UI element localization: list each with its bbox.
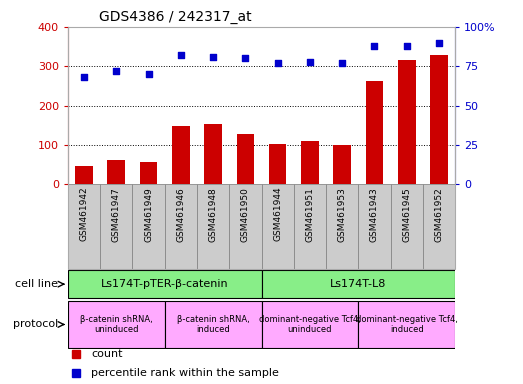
Text: protocol: protocol	[13, 319, 59, 329]
Bar	[68, 270, 262, 298]
Bar	[75, 166, 93, 184]
Bar	[68, 184, 100, 269]
Point	[403, 43, 411, 49]
Bar	[294, 184, 326, 269]
Text: Ls174T-pTER-β-catenin: Ls174T-pTER-β-catenin	[101, 279, 229, 289]
Text: GSM461952: GSM461952	[435, 187, 444, 242]
Bar	[197, 184, 229, 269]
Bar	[358, 301, 455, 348]
Point	[274, 60, 282, 66]
Text: percentile rank within the sample: percentile rank within the sample	[91, 368, 279, 378]
Bar	[108, 159, 125, 184]
Text: count: count	[91, 349, 123, 359]
Bar	[68, 301, 165, 348]
Bar	[398, 60, 415, 184]
Text: cell line: cell line	[15, 279, 59, 289]
Point	[370, 43, 379, 49]
Text: Ls174T-L8: Ls174T-L8	[330, 279, 386, 289]
Point	[305, 58, 314, 65]
Bar	[262, 270, 455, 298]
Bar	[391, 184, 423, 269]
Text: dominant-negative Tcf4,
uninduced: dominant-negative Tcf4, uninduced	[259, 315, 361, 334]
Bar	[366, 81, 383, 184]
Bar	[165, 301, 262, 348]
Bar	[165, 184, 197, 269]
Text: GSM461943: GSM461943	[370, 187, 379, 242]
Bar	[262, 301, 358, 348]
Point	[241, 55, 249, 61]
Point	[144, 71, 153, 77]
Point	[338, 60, 346, 66]
Text: GSM461948: GSM461948	[209, 187, 218, 242]
Text: GSM461951: GSM461951	[305, 187, 314, 242]
Bar	[229, 184, 262, 269]
Bar	[140, 162, 157, 184]
Bar	[236, 134, 254, 184]
Bar	[262, 184, 294, 269]
Text: GSM461949: GSM461949	[144, 187, 153, 242]
Bar	[269, 144, 287, 184]
Bar	[358, 184, 391, 269]
Text: GSM461950: GSM461950	[241, 187, 250, 242]
Text: dominant-negative Tcf4,
induced: dominant-negative Tcf4, induced	[356, 315, 458, 334]
Bar	[423, 184, 455, 269]
Point	[112, 68, 120, 74]
Text: β-catenin shRNA,
uninduced: β-catenin shRNA, uninduced	[80, 315, 153, 334]
Text: GDS4386 / 242317_at: GDS4386 / 242317_at	[99, 10, 252, 25]
Text: GSM461944: GSM461944	[273, 187, 282, 242]
Text: GSM461953: GSM461953	[338, 187, 347, 242]
Text: GSM461946: GSM461946	[176, 187, 185, 242]
Bar	[204, 124, 222, 184]
Text: GSM461947: GSM461947	[112, 187, 121, 242]
Bar	[326, 184, 358, 269]
Bar	[132, 184, 165, 269]
Bar	[301, 141, 319, 184]
Text: GSM461942: GSM461942	[79, 187, 88, 242]
Bar	[333, 145, 351, 184]
Text: GSM461945: GSM461945	[402, 187, 411, 242]
Bar	[172, 126, 190, 184]
Bar	[100, 184, 132, 269]
Point	[435, 40, 443, 46]
Point	[209, 54, 218, 60]
Point	[177, 52, 185, 58]
Bar	[430, 55, 448, 184]
Point	[80, 74, 88, 80]
Text: β-catenin shRNA,
induced: β-catenin shRNA, induced	[177, 315, 249, 334]
